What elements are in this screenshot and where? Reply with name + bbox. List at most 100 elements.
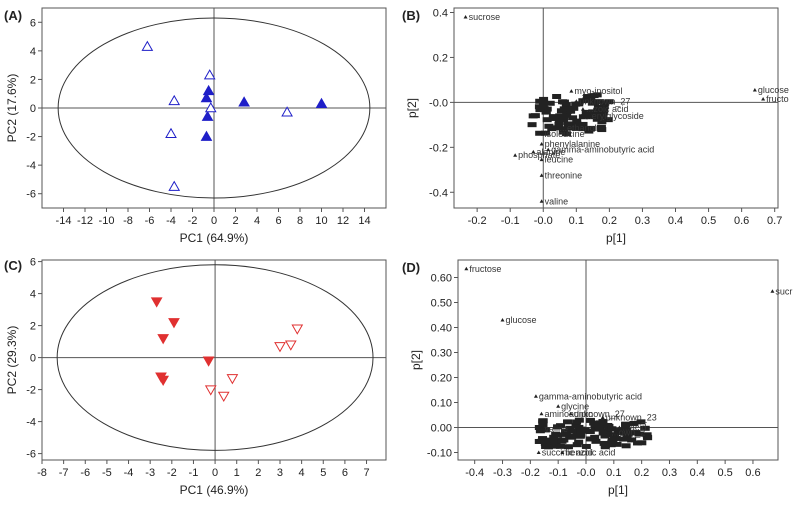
loading-point-label: ...erylglycoside bbox=[584, 111, 644, 121]
score-point-filled-down bbox=[168, 318, 180, 329]
x-tick-label: -1 bbox=[189, 467, 199, 479]
y-tick-label: 0.30 bbox=[431, 348, 452, 360]
score-point-open-down bbox=[284, 340, 297, 351]
loading-point-label: glycine bbox=[561, 401, 589, 411]
loading-cluster-mark bbox=[637, 440, 647, 446]
loading-cluster-mark bbox=[562, 131, 572, 137]
score-point-open-down bbox=[204, 385, 217, 396]
x-tick-label: 2 bbox=[255, 467, 261, 479]
loading-point bbox=[579, 113, 584, 118]
loading-point-label: benzoic acid bbox=[565, 448, 615, 458]
confidence-ellipse-c bbox=[56, 264, 374, 451]
loading-cluster-mark bbox=[640, 425, 650, 431]
loading-cluster-mark bbox=[634, 431, 644, 437]
loading-point bbox=[770, 289, 775, 293]
loading-cluster-mark bbox=[551, 432, 561, 438]
loading-point-label: myo-inositol bbox=[574, 86, 622, 96]
y-tick-label: 6 bbox=[30, 257, 36, 269]
loading-cluster-mark bbox=[545, 100, 555, 106]
score-point-filled-down bbox=[150, 297, 163, 308]
loading-cluster-mark bbox=[587, 100, 597, 106]
loading-cluster-mark bbox=[541, 444, 551, 450]
x-tick-label: 10 bbox=[315, 215, 327, 227]
x-tick-label: -0.2 bbox=[468, 215, 487, 227]
loading-cluster-mark bbox=[577, 126, 587, 132]
y-tick-label: 4 bbox=[30, 289, 36, 301]
panel-label-b: (B) bbox=[402, 8, 420, 23]
loading-cluster-mark bbox=[594, 99, 604, 105]
loading-cluster-mark bbox=[549, 434, 559, 440]
loading-cluster-mark bbox=[581, 109, 591, 115]
loading-cluster-mark bbox=[559, 99, 569, 105]
y-tick-label: -0.0 bbox=[429, 97, 448, 109]
loading-cluster-mark bbox=[560, 429, 570, 435]
score-point-open-down bbox=[217, 391, 230, 403]
x-tick-label: 0.5 bbox=[717, 467, 732, 479]
loading-cluster-mark bbox=[572, 121, 582, 127]
loading-point-label: gamma-aminobutyric acid bbox=[551, 145, 654, 155]
loading-cluster-mark bbox=[586, 114, 596, 120]
loading-point bbox=[554, 126, 559, 130]
loading-cluster-mark bbox=[561, 102, 571, 108]
loading-cluster-mark bbox=[595, 105, 605, 111]
score-point-filled-up bbox=[202, 84, 215, 96]
y-tick-label: -2 bbox=[26, 132, 36, 144]
loading-point-label: ...ethanol bbox=[559, 123, 596, 133]
loading-cluster-mark bbox=[547, 126, 557, 132]
x-tick-label: -3 bbox=[145, 467, 155, 479]
y-tick-label: -6 bbox=[26, 189, 36, 201]
loading-cluster-mark bbox=[530, 113, 540, 119]
loading-cluster-mark bbox=[574, 417, 584, 423]
x-tick-label: 7 bbox=[363, 467, 369, 479]
y-axis-label-d: p[2] bbox=[409, 350, 423, 370]
x-tick-label: 8 bbox=[297, 215, 303, 227]
x-tick-label: -0.2 bbox=[521, 467, 540, 479]
loading-point bbox=[539, 199, 544, 203]
x-axis-label-a: PC1 (64.9%) bbox=[180, 231, 249, 245]
loading-cluster-mark bbox=[599, 440, 609, 446]
y-tick-label: 0.4 bbox=[433, 7, 448, 19]
loading-point bbox=[539, 131, 544, 136]
y-tick-label: 0.20 bbox=[431, 373, 452, 385]
loading-point-label: threonine bbox=[545, 170, 583, 180]
x-axis-label-c: PC1 (46.9%) bbox=[180, 483, 249, 497]
score-point-filled-up bbox=[200, 130, 213, 141]
x-tick-label: 0.7 bbox=[767, 215, 782, 227]
x-tick-label: -8 bbox=[123, 215, 133, 227]
loading-cluster-mark bbox=[551, 440, 561, 446]
x-tick-label: -10 bbox=[99, 215, 115, 227]
y-tick-label: 0.10 bbox=[431, 398, 452, 410]
score-point-open-up bbox=[168, 94, 181, 106]
loading-point-label: phosphate bbox=[518, 150, 560, 160]
loading-point bbox=[500, 318, 505, 322]
loading-cluster-mark bbox=[540, 427, 550, 433]
loading-cluster-mark bbox=[566, 124, 576, 130]
y-tick-label: -4 bbox=[26, 160, 36, 172]
x-tick-label: -0.0 bbox=[577, 467, 596, 479]
plot-frame-d bbox=[457, 259, 779, 461]
x-tick-label: 0.3 bbox=[662, 467, 677, 479]
x-tick-label: 12 bbox=[337, 215, 349, 227]
y-tick-label: 0.00 bbox=[431, 423, 452, 435]
loading-cluster-mark bbox=[563, 444, 573, 450]
x-tick-label: 0.6 bbox=[745, 467, 760, 479]
loading-point bbox=[556, 404, 561, 408]
loading-cluster-mark bbox=[607, 426, 617, 432]
loading-cluster-mark bbox=[621, 422, 631, 428]
loading-cluster-mark bbox=[572, 442, 582, 448]
loading-cluster-mark bbox=[539, 96, 549, 102]
loading-cluster-mark bbox=[535, 107, 545, 113]
y-tick-label: 2 bbox=[30, 321, 36, 333]
panel-label-a: (A) bbox=[4, 8, 22, 23]
score-point-filled-down bbox=[157, 334, 170, 345]
loading-point bbox=[539, 173, 544, 177]
loading-point bbox=[539, 426, 544, 431]
loading-point bbox=[531, 149, 536, 154]
y-tick-label: -6 bbox=[26, 449, 36, 461]
x-tick-label: -2 bbox=[188, 215, 198, 227]
loading-cluster-mark bbox=[559, 106, 569, 112]
score-point-open-up bbox=[203, 69, 216, 80]
loading-cluster-mark bbox=[538, 418, 548, 424]
loading-cluster-mark bbox=[552, 94, 562, 100]
